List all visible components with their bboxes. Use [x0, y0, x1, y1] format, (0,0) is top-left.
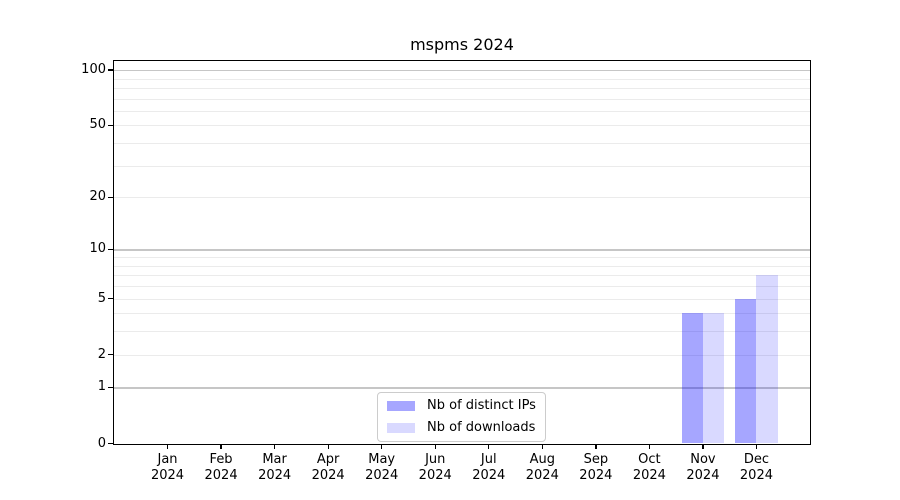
x-tick-year: 2024 [686, 467, 720, 483]
x-tick-month: May [368, 452, 396, 467]
x-tick [166, 443, 169, 449]
y-tick [108, 196, 114, 198]
gridline-minor [114, 165, 810, 167]
gridline-minor [114, 125, 810, 127]
x-tick [220, 443, 222, 449]
x-tick [755, 443, 758, 449]
bar-distinct-ips [681, 313, 703, 444]
x-tick-year: 2024 [365, 467, 399, 483]
x-tick-year: 2024 [739, 467, 773, 483]
x-tick-label: Nov 2024 [663, 452, 743, 483]
x-tick [541, 443, 543, 449]
gridline-minor [114, 286, 810, 288]
x-tick-year: 2024 [311, 467, 345, 483]
x-tick-month: Sep [583, 452, 609, 467]
x-tick [434, 443, 436, 449]
gridline-minor [114, 78, 810, 80]
x-tick-month: Mar [262, 452, 287, 467]
legend-swatch [387, 401, 415, 411]
legend-item: Nb of distinct IPs [387, 398, 536, 414]
x-tick-label: Jun 2024 [395, 452, 475, 483]
gridline-minor [114, 275, 810, 277]
x-tick-month: Oct [638, 452, 661, 467]
plot-area [114, 61, 810, 444]
y-tick [108, 442, 114, 445]
y-tick-label: 1 [97, 379, 106, 395]
y-tick-label: 10 [89, 241, 106, 257]
bar-distinct-ips [735, 298, 757, 444]
x-tick-month: Nov [690, 452, 716, 467]
y-tick-label: 20 [89, 189, 106, 205]
x-tick-month: Jan [157, 452, 178, 467]
gridline-minor [114, 265, 810, 267]
gridline-minor [114, 110, 810, 112]
x-tick-label: Sep 2024 [556, 452, 636, 483]
x-tick-month: Dec [743, 452, 770, 467]
bar-downloads [756, 275, 778, 444]
x-tick-label: Dec 2024 [716, 452, 796, 483]
y-tick-label: 100 [81, 62, 106, 78]
legend: Nb of distinct IPs Nb of downloads [377, 392, 546, 442]
x-tick [702, 443, 704, 449]
y-tick [108, 124, 114, 127]
x-tick [488, 443, 490, 449]
legend-swatch [387, 423, 415, 433]
x-tick-label: Feb 2024 [181, 452, 261, 483]
x-tick-year: 2024 [418, 467, 452, 483]
x-tick-year: 2024 [204, 467, 238, 483]
y-tick-label: 5 [97, 290, 106, 306]
y-tick [108, 354, 114, 356]
x-tick-year: 2024 [150, 467, 185, 483]
x-tick [274, 443, 276, 449]
gridline-minor [114, 98, 810, 100]
x-tick-year: 2024 [579, 467, 613, 483]
gridline-minor [114, 87, 810, 89]
x-tick-year: 2024 [258, 467, 292, 483]
x-tick-month: Jun [425, 452, 446, 467]
x-tick-label: Jan 2024 [128, 452, 208, 483]
gridline-minor [114, 143, 810, 145]
gridline-major [114, 249, 810, 251]
x-tick-month: Apr [316, 452, 340, 467]
x-tick-label: May 2024 [342, 452, 422, 483]
x-tick [595, 443, 597, 449]
x-tick-month: Jul [480, 452, 497, 467]
y-tick [108, 69, 114, 71]
y-tick [108, 248, 114, 251]
chart-title: mspms 2024 [410, 35, 514, 54]
gridline-minor [114, 197, 810, 199]
x-tick-label: Oct 2024 [609, 452, 689, 483]
gridline-major [114, 70, 810, 72]
x-tick-label: Aug 2024 [502, 452, 582, 483]
y-tick [108, 386, 114, 389]
y-tick [108, 297, 114, 300]
x-tick [381, 443, 383, 449]
x-tick [648, 443, 651, 449]
gridline-minor [114, 257, 810, 259]
legend-item: Nb of downloads [387, 420, 536, 436]
x-tick-label: Mar 2024 [235, 452, 315, 483]
legend-label: Nb of distinct IPs [427, 398, 536, 413]
x-tick-month: Aug [529, 452, 555, 467]
y-tick-label: 0 [97, 435, 106, 451]
x-tick-year: 2024 [472, 467, 506, 483]
gridline-minor [114, 298, 810, 300]
legend-label: Nb of downloads [427, 420, 536, 435]
x-tick-year: 2024 [632, 467, 666, 483]
bar-downloads [702, 313, 725, 444]
x-tick-year: 2024 [525, 467, 559, 483]
x-tick-label: Apr 2024 [288, 452, 368, 483]
y-tick-label: 50 [89, 117, 106, 133]
x-tick-month: Feb [209, 452, 233, 467]
y-tick-label: 2 [97, 346, 106, 362]
x-tick [327, 443, 329, 449]
x-tick-label: Jul 2024 [449, 452, 529, 483]
